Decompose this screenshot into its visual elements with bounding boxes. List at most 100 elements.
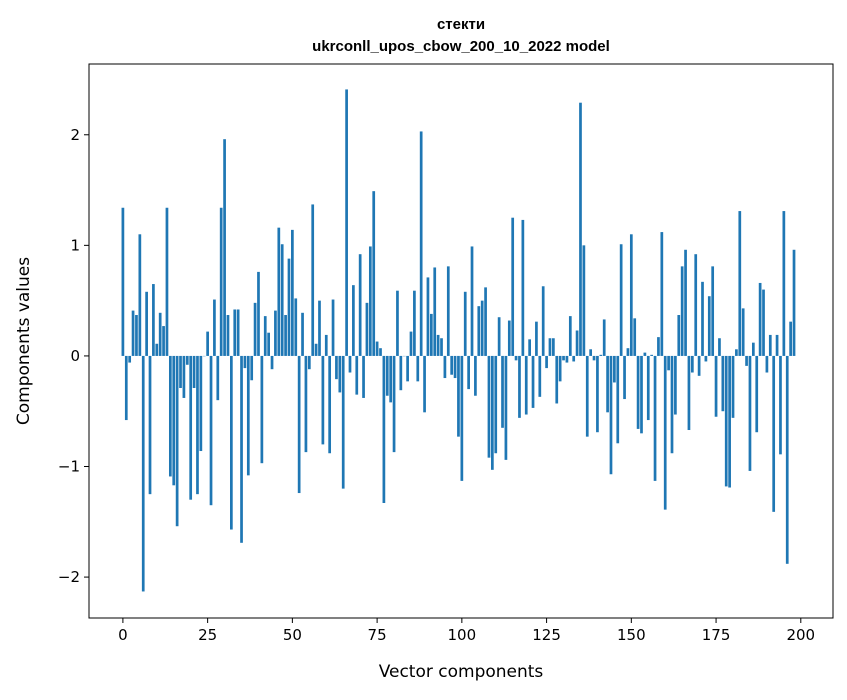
- x-axis-label: Vector components: [379, 662, 544, 682]
- bar-29: [220, 208, 223, 356]
- bar-30: [223, 139, 226, 356]
- bar-26: [210, 356, 213, 505]
- bar-58: [318, 301, 321, 356]
- bar-156: [650, 355, 653, 356]
- bar-112: [501, 356, 504, 428]
- bar-117: [518, 356, 521, 418]
- plot-frame: [89, 64, 833, 618]
- bar-165: [681, 266, 684, 356]
- bar-15: [172, 356, 175, 485]
- bar-127: [552, 338, 555, 356]
- bar-186: [752, 343, 755, 356]
- y-tick-label: 1: [70, 236, 80, 254]
- bar-23: [199, 356, 202, 451]
- bar-132: [569, 316, 572, 356]
- bar-49: [288, 259, 291, 356]
- bar-134: [576, 330, 579, 355]
- x-tick-label: 200: [786, 626, 815, 644]
- bar-47: [281, 244, 284, 356]
- bar-125: [545, 356, 548, 368]
- bar-184: [745, 356, 748, 366]
- bar-51: [294, 298, 297, 356]
- bar-135: [579, 103, 582, 356]
- bar-46: [277, 228, 280, 356]
- bar-11: [159, 313, 162, 356]
- bar-153: [640, 356, 643, 433]
- bar-141: [599, 355, 602, 356]
- bar-52: [298, 356, 301, 493]
- bar-85: [410, 332, 413, 356]
- bar-55: [308, 356, 311, 369]
- bar-28: [216, 356, 219, 400]
- bar-63: [335, 356, 338, 379]
- bar-179: [728, 356, 731, 488]
- bar-91: [430, 314, 433, 356]
- bar-121: [532, 356, 535, 408]
- bar-155: [647, 356, 650, 420]
- bar-197: [789, 322, 792, 356]
- x-tick-label: 75: [368, 626, 387, 644]
- y-tick-label: −2: [58, 568, 80, 586]
- bar-62: [332, 300, 335, 356]
- x-tick-label: 50: [283, 626, 302, 644]
- x-tick-label: 25: [198, 626, 217, 644]
- bar-133: [572, 356, 575, 362]
- bar-57: [315, 344, 318, 356]
- x-tick-label: 100: [448, 626, 477, 644]
- bar-9: [152, 284, 155, 356]
- bar-80: [393, 356, 396, 452]
- y-tick-label: 2: [70, 126, 80, 144]
- bar-4: [135, 315, 138, 356]
- bar-92: [433, 267, 436, 355]
- x-tick-label: 0: [118, 626, 128, 644]
- bar-19: [186, 356, 189, 365]
- bar-103: [471, 246, 474, 355]
- bar-193: [776, 335, 779, 356]
- bar-177: [721, 356, 724, 411]
- bar-185: [749, 356, 752, 471]
- bar-152: [637, 356, 640, 429]
- bar-7: [145, 292, 148, 356]
- bar-3: [132, 311, 135, 356]
- bar-151: [633, 318, 636, 356]
- bar-36: [244, 356, 247, 368]
- bar-140: [596, 356, 599, 432]
- bar-196: [786, 356, 789, 564]
- bar-79: [389, 356, 392, 402]
- bar-74: [372, 191, 375, 356]
- bar-170: [698, 356, 701, 376]
- bar-94: [440, 338, 443, 356]
- bar-16: [176, 356, 179, 526]
- bar-108: [488, 356, 491, 458]
- bar-39: [254, 303, 257, 356]
- bar-72: [366, 303, 369, 356]
- bar-161: [667, 356, 670, 370]
- bar-35: [240, 356, 243, 543]
- bar-174: [711, 266, 714, 356]
- bar-41: [261, 356, 264, 463]
- bar-56: [311, 204, 314, 355]
- bar-22: [196, 356, 199, 494]
- bar-82: [399, 356, 402, 390]
- bar-69: [355, 356, 358, 395]
- bar-67: [349, 356, 352, 373]
- bar-178: [725, 356, 728, 486]
- bar-44: [271, 356, 274, 369]
- bar-142: [603, 319, 606, 355]
- bar-70: [359, 254, 362, 356]
- bar-99: [457, 356, 460, 437]
- bar-187: [755, 356, 758, 432]
- x-tick-label: 175: [702, 626, 731, 644]
- bar-167: [688, 356, 691, 430]
- bar-162: [671, 356, 674, 453]
- bar-87: [416, 356, 419, 381]
- bar-191: [769, 335, 772, 356]
- bar-171: [701, 282, 704, 356]
- bar-71: [362, 356, 365, 398]
- bar-84: [406, 356, 409, 381]
- bar-138: [589, 349, 592, 356]
- bar-100: [460, 356, 463, 481]
- bar-172: [705, 356, 708, 362]
- bar-159: [660, 232, 663, 356]
- chart-subtitle: ukrconll_upos_cbow_200_10_2022 model: [312, 38, 610, 55]
